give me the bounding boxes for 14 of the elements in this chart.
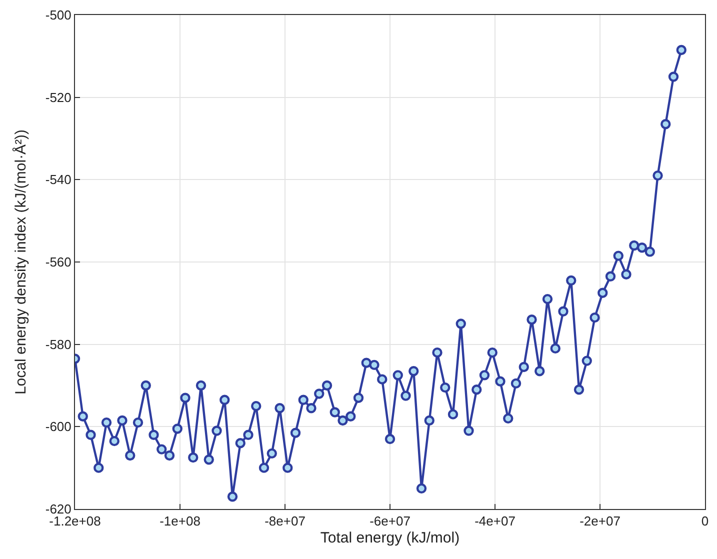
x-axis-title: Total energy (kJ/mol) [320,530,460,547]
x-tick-label: -1e+08 [160,514,200,529]
x-tick-label: 0 [701,514,709,529]
x-tick-label: -8e+07 [264,514,306,529]
y-tick-label: -580 [45,336,72,352]
x-tick-label: -6e+07 [370,514,410,529]
y-tick-label: -600 [45,419,72,434]
y-axis-title: Local energy density index (kJ/(mol·Å²)) [12,129,30,395]
x-tick-label: -4e+07 [474,514,516,529]
y-tick-label: -540 [45,172,72,188]
x-tick-label: -2e+07 [580,514,620,529]
y-tick-label: -560 [45,254,72,270]
y-tick-label: -520 [45,90,72,105]
y-tick-label: -500 [45,8,72,23]
